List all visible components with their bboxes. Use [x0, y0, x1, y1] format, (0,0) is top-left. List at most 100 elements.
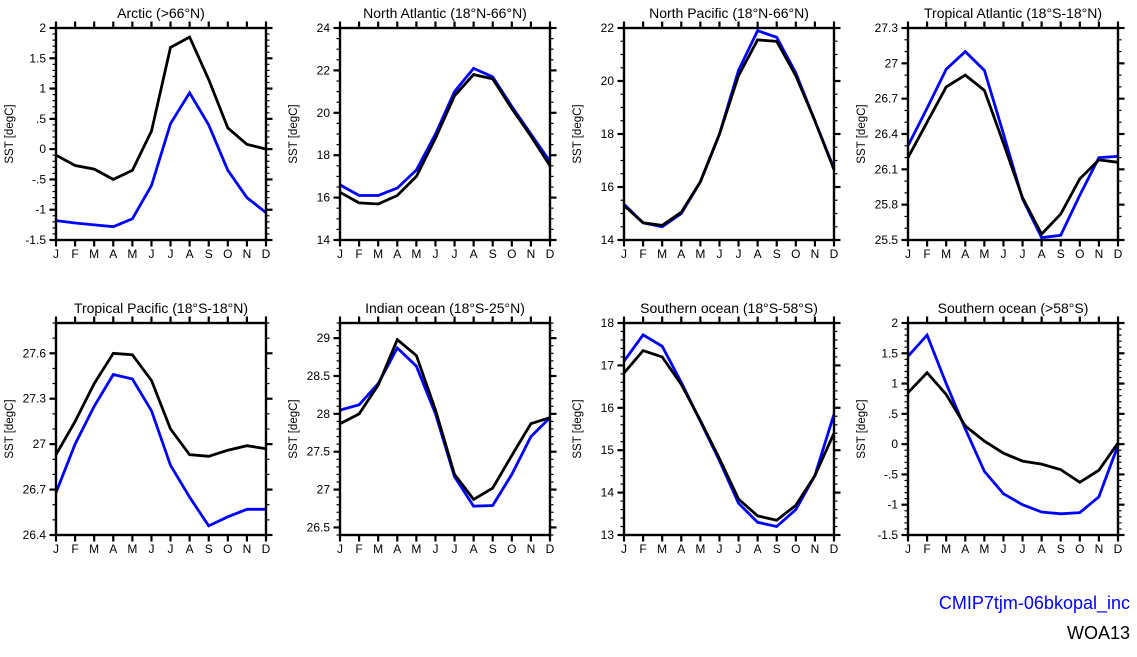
y-tick-label: 18: [317, 148, 331, 162]
x-tick-label: N: [527, 247, 536, 261]
x-tick-label: J: [432, 542, 438, 556]
x-tick-label: A: [393, 542, 401, 556]
x-tick-label: J: [337, 247, 343, 261]
charts-grid: Arctic (>66°N) SST [degC] -1.5 -1 -.5 0.5 1 1.5…: [0, 0, 1136, 587]
y-tick-label: 24: [317, 21, 331, 35]
x-tick-label: S: [489, 542, 497, 556]
plot-frame: [622, 321, 836, 537]
plot-frame: [906, 321, 1120, 537]
x-tick-label: A: [470, 542, 478, 556]
panel-southern-ocean-mid: Southern ocean (18°S-58°S) SST [degC] 13 14…: [568, 295, 852, 587]
y-tick-label: -1.5: [877, 528, 898, 542]
plot-frame: [906, 26, 1120, 242]
plot-frame: [54, 321, 268, 537]
y-tick-label: 29: [317, 331, 331, 345]
series-line-model: [622, 333, 836, 529]
x-tick-label: A: [1038, 247, 1046, 261]
x-tick-label: F: [71, 247, 78, 261]
y-tick-label: 27.3: [23, 392, 47, 406]
x-tick-label: M: [657, 247, 667, 261]
x-tick-label: M: [373, 542, 383, 556]
axis-ticks: -1.5-1-.50.511.52J F M A M J J A S O N D: [25, 21, 273, 261]
y-tick-label: 26.4: [875, 127, 899, 141]
x-tick-label: F: [923, 247, 930, 261]
y-tick-label: 16: [317, 191, 331, 205]
y-tick-label: 27: [33, 437, 47, 451]
panel-indian-ocean: Indian ocean (18°S-25°N) SST [degC] 26.5 27…: [284, 295, 568, 587]
y-tick-label: 1.5: [881, 346, 898, 360]
y-tick-label: 0: [891, 437, 898, 451]
y-tick-label: 20: [317, 106, 331, 120]
y-tick-label: 16: [601, 401, 615, 415]
series-line-model: [906, 49, 1119, 240]
y-tick-label: 28: [317, 407, 331, 421]
x-tick-label: M: [89, 542, 99, 556]
x-tick-label: N: [811, 542, 820, 556]
x-tick-label: S: [1057, 247, 1065, 261]
x-tick-label: M: [695, 247, 705, 261]
x-tick-label: M: [941, 542, 951, 556]
panel-title: Southern ocean (18°S-58°S): [640, 300, 818, 316]
x-tick-label: J: [1020, 542, 1026, 556]
y-tick-label: .5: [888, 407, 898, 421]
y-tick-label: 25.5: [875, 233, 899, 247]
x-tick-label: J: [1020, 247, 1026, 261]
series-line-model: [339, 345, 551, 508]
panel-arctic: Arctic (>66°N) SST [degC] -1.5 -1 -.5 0 .5 1 1.5…: [0, 0, 284, 292]
panel-title: North Atlantic (18°N-66°N): [363, 5, 527, 21]
x-tick-label: A: [109, 247, 117, 261]
x-tick-label: A: [186, 247, 194, 261]
x-tick-label: J: [452, 247, 458, 261]
x-tick-label: N: [811, 247, 820, 261]
x-tick-label: F: [355, 542, 362, 556]
y-tick-label: -.5: [32, 172, 46, 186]
series-line-woa13: [54, 351, 267, 458]
series-line-model: [55, 90, 267, 229]
x-tick-label: A: [393, 247, 401, 261]
plot-frame: [338, 321, 552, 537]
axis-ticks: -1.5-1-.50.511.52J F M A M J J A S O N D: [877, 316, 1125, 556]
x-tick-label: J: [1000, 247, 1006, 261]
y-tick-label: 17: [601, 358, 615, 372]
x-tick-label: D: [1114, 542, 1123, 556]
x-tick-label: A: [961, 542, 969, 556]
panel-tropical-atlantic: Tropical Atlantic (18°S-18°N) SST [degC] 2…: [852, 0, 1136, 292]
x-tick-label: M: [979, 247, 989, 261]
y-tick-label: 1: [39, 82, 46, 96]
x-tick-label: M: [657, 542, 667, 556]
x-tick-label: J: [432, 247, 438, 261]
y-tick-label: 1.5: [29, 51, 46, 65]
x-tick-label: J: [168, 247, 174, 261]
y-tick-label: 25.8: [875, 198, 899, 212]
series-line-model: [906, 332, 1120, 516]
x-tick-label: O: [1075, 542, 1084, 556]
series-line-woa13: [906, 73, 1119, 237]
y-tick-label: 27.6: [23, 346, 47, 360]
panel-title: Tropical Pacific (18°S-18°N): [74, 300, 248, 316]
x-tick-label: D: [1114, 247, 1123, 261]
x-tick-label: O: [791, 247, 800, 261]
panel-north-atlantic: North Atlantic (18°N-66°N) SST [degC] 14 16…: [284, 0, 568, 292]
panel-north-pacific: North Pacific (18°N-66°N) SST [degC] 14 16 1…: [568, 0, 852, 292]
x-tick-label: A: [186, 542, 194, 556]
x-tick-label: D: [262, 542, 271, 556]
x-tick-label: A: [754, 542, 762, 556]
x-tick-label: J: [53, 542, 59, 556]
x-tick-label: N: [527, 542, 536, 556]
x-tick-label: M: [127, 542, 137, 556]
x-tick-label: A: [470, 247, 478, 261]
x-tick-label: J: [736, 247, 742, 261]
x-tick-label: J: [736, 542, 742, 556]
series-line-model: [54, 372, 266, 528]
y-tick-label: 27.5: [307, 445, 331, 459]
y-axis-label: SST [degC]: [572, 399, 584, 458]
x-tick-label: J: [53, 247, 59, 261]
x-tick-label: D: [830, 247, 839, 261]
x-tick-label: J: [337, 542, 343, 556]
x-tick-label: O: [223, 542, 232, 556]
y-tick-label: -1: [887, 498, 898, 512]
x-tick-label: N: [1095, 247, 1104, 261]
y-axis-label: SST [degC]: [572, 104, 584, 163]
